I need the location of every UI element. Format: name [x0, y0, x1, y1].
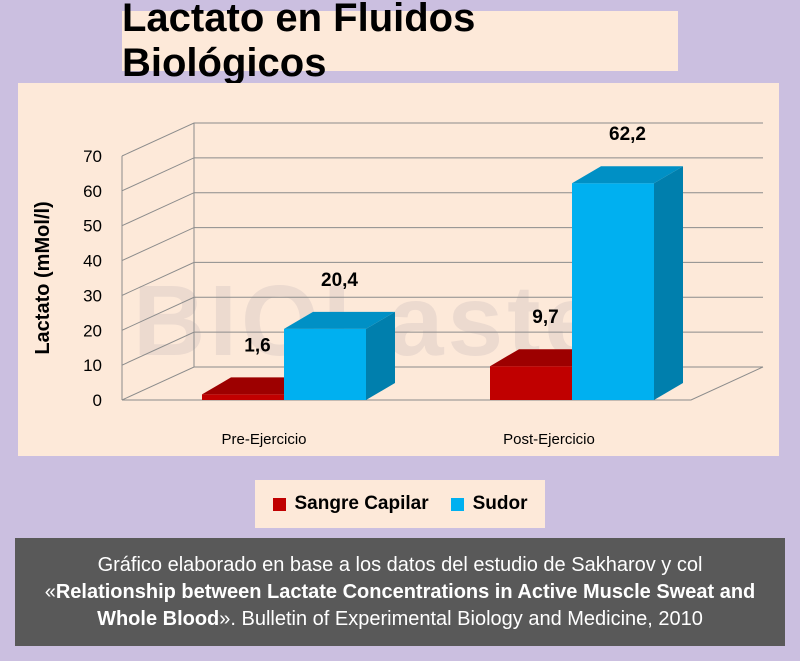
- bar-front: [284, 328, 366, 400]
- data-label-sangre-pre: 1,6: [244, 335, 270, 356]
- legend-item-sudor: Sudor: [450, 493, 528, 515]
- y-tick-label-50: 50: [83, 217, 102, 236]
- bar-side: [366, 311, 395, 400]
- legend-item-sangre: Sangre Capilar: [272, 493, 429, 515]
- legend: Sangre Capilar Sudor: [255, 480, 545, 528]
- caption-journal: . Bulletin of Experimental Biology and M…: [230, 607, 703, 630]
- data-label-sudor-pre: 20,4: [321, 270, 358, 291]
- y-tick-label-60: 60: [83, 182, 102, 201]
- bar-front: [202, 394, 284, 400]
- legend-swatch-sudor: [450, 497, 464, 511]
- legend-label-sangre: Sangre Capilar: [294, 493, 429, 514]
- bar-sudor-pre: [284, 311, 395, 400]
- y-tick-label-10: 10: [83, 356, 102, 375]
- y-tick-label-40: 40: [83, 252, 102, 271]
- data-label-sangre-post: 9,7: [532, 307, 558, 328]
- bar-top: [572, 166, 683, 184]
- axes: 0 10 20 30 40 50 60 70 Lactato (mMol/l) Pre-Ejerc…: [32, 147, 595, 448]
- y-axis-title: Lactato (mMol/l): [32, 201, 54, 354]
- caption: Gráfico elaborado en base a los datos de…: [15, 538, 785, 646]
- caption-citation: «Relationship between Lactate Concentrat…: [15, 579, 785, 633]
- legend-label-sudor: Sudor: [472, 493, 528, 514]
- data-labels: 1,6 20,4 9,7 62,2: [244, 124, 646, 356]
- bar-top: [284, 311, 395, 329]
- legend-swatch-sangre: [272, 497, 286, 511]
- title-box: Lactato en Fluidos Biológicos: [122, 0, 678, 85]
- gridline-70: [121, 122, 763, 157]
- y-tick-label-20: 20: [83, 321, 102, 340]
- y-tick-label-70: 70: [83, 147, 102, 166]
- bar-front: [490, 366, 572, 400]
- bars: [202, 166, 683, 400]
- x-tick-label-1: Post-Ejercicio: [503, 431, 595, 448]
- y-tick-label-30: 30: [83, 286, 102, 305]
- x-tick-label-0: Pre-Ejercicio: [221, 431, 306, 448]
- y-tick-label-0: 0: [93, 391, 102, 410]
- caption-close-quote: »: [219, 607, 231, 630]
- data-label-sudor-post: 62,2: [609, 124, 646, 145]
- caption-open-quote: «: [44, 580, 56, 603]
- bar-front: [572, 183, 654, 400]
- bar-side: [654, 166, 683, 400]
- chart-title: Lactato en Fluidos Biológicos: [122, 0, 476, 85]
- caption-paper-title: Relationship between Lactate Concentrati…: [55, 580, 756, 630]
- bar-sudor-post: [572, 166, 683, 400]
- caption-line-1: Gráfico elaborado en base a los datos de…: [97, 553, 703, 576]
